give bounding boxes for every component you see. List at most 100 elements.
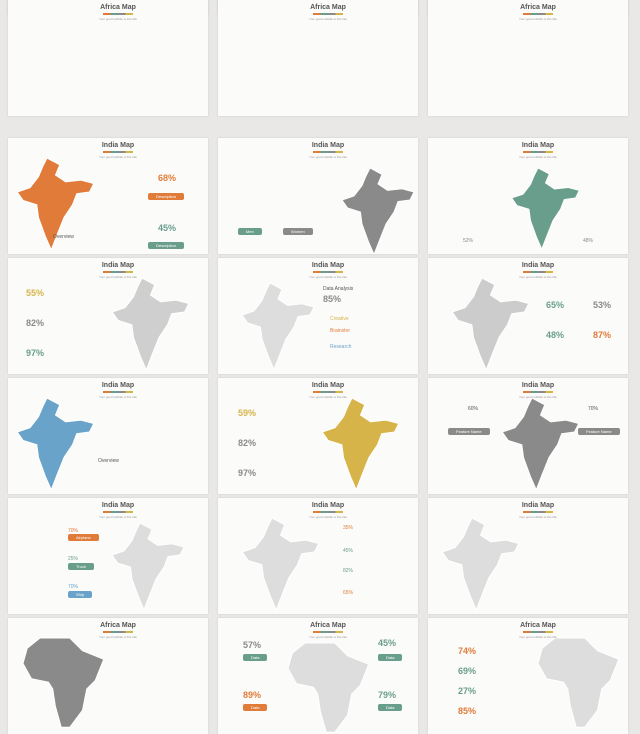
slide-label: Data	[243, 654, 268, 661]
slide: Africa Map Your good subtitle is this tit…	[428, 0, 628, 116]
map-shape	[537, 637, 620, 728]
title-bar	[523, 391, 553, 393]
map-shape	[441, 517, 520, 612]
title-bar	[103, 271, 133, 273]
slide-title: India Map	[101, 502, 135, 509]
slide-label: 25%	[68, 556, 79, 562]
slide-label: 48%	[546, 330, 565, 340]
slide-subtitle: Your good subtitle is this title	[309, 275, 347, 279]
title-bar	[103, 151, 133, 153]
slide-title: India Map	[311, 262, 345, 269]
slide-title: India Map	[521, 142, 555, 149]
title-bar	[523, 13, 553, 15]
page: India Map Your good subtitle is this titl…	[8, 0, 628, 734]
slide-subtitle: Your good subtitle is this title	[519, 515, 557, 519]
slide-label: Data	[243, 704, 268, 711]
slide: India Map Your good subtitle is this titl…	[428, 258, 628, 374]
map	[111, 277, 190, 372]
slide-label: 59%	[238, 408, 257, 418]
map-shape	[451, 277, 530, 372]
slide-title: Africa Map	[310, 4, 346, 11]
slide-label: 27%	[458, 686, 477, 696]
slide-label: 48%	[583, 238, 594, 244]
slide-label: Ship	[68, 591, 93, 598]
slide-label: Overview	[98, 458, 119, 464]
slide: Africa Map Your good subtitle is this tit…	[218, 0, 418, 116]
map	[321, 397, 400, 492]
slide-title: India Map	[521, 382, 555, 389]
slide-label: 70%	[68, 584, 79, 590]
title-bar	[103, 631, 133, 633]
slide-title: India Map	[521, 502, 555, 509]
slide-label: 97%	[238, 468, 257, 478]
slide-label: 65%	[343, 590, 354, 596]
map	[501, 397, 580, 492]
slide-title: India Map	[521, 262, 555, 269]
slide-subtitle: Your good subtitle is this title	[309, 515, 347, 519]
slide: India Map Your good subtitle is this titl…	[428, 138, 628, 254]
slide-label: 74%	[458, 646, 477, 656]
slide: India Map Your good subtitle is this titl…	[218, 258, 418, 374]
map-shape	[111, 277, 190, 372]
slide: India Map Your good subtitle is this titl…	[8, 498, 208, 614]
title-bar	[313, 511, 343, 513]
slide-title: Africa Map	[100, 622, 136, 629]
slide-label: Description	[148, 193, 185, 200]
map	[241, 282, 315, 371]
slide-label: 82%	[26, 318, 45, 328]
slide-label: 55%	[26, 288, 45, 298]
slide-label: 85%	[323, 294, 342, 304]
title-bar	[313, 271, 343, 273]
slide-label: Overview	[53, 234, 74, 240]
slide-subtitle: Your good subtitle is this title	[519, 275, 557, 279]
slide-label: 52%	[463, 238, 474, 244]
slide-label: 69%	[458, 666, 477, 676]
slide: India Map Your good subtitle is this titl…	[218, 378, 418, 494]
slide-title: Africa Map	[520, 622, 556, 629]
slide-label: Data	[378, 704, 403, 711]
slide-subtitle: Your good subtitle is this title	[99, 275, 137, 279]
slide-subtitle: Your good subtitle is this title	[519, 17, 557, 21]
slide-label: 82%	[343, 568, 354, 574]
slide: Africa Map Your good subtitle is this tit…	[428, 618, 628, 734]
map-shape	[111, 522, 185, 611]
title-bar	[523, 631, 553, 633]
slide-label: Brainstor	[330, 328, 351, 334]
map	[511, 167, 580, 251]
title-bar	[313, 151, 343, 153]
map-shape	[287, 642, 370, 733]
map	[451, 277, 530, 372]
map-shape	[241, 282, 315, 371]
slide: India Map Your good subtitle is this titl…	[8, 138, 208, 254]
slide-title: Africa Map	[310, 622, 346, 629]
title-bar	[523, 271, 553, 273]
map	[111, 522, 185, 611]
slide: India Map Your good subtitle is this titl…	[218, 498, 418, 614]
slide-subtitle: Your good subtitle is this title	[99, 155, 137, 159]
slide-label: Feature Name	[578, 428, 620, 435]
map	[441, 517, 520, 612]
slide: India Map Your good subtitle is this titl…	[428, 498, 628, 614]
slide-label: 60%	[468, 406, 479, 412]
slide: India Map Your good subtitle is this titl…	[8, 258, 208, 374]
slide-label: Airplane	[68, 534, 99, 541]
slide-subtitle: Your good subtitle is this title	[99, 515, 137, 519]
slide-label: 87%	[593, 330, 612, 340]
slide-label: Description	[148, 242, 185, 249]
title-bar	[313, 391, 343, 393]
title-bar	[523, 511, 553, 513]
slide-label: 45%	[343, 548, 354, 554]
slide-label: 85%	[458, 706, 477, 716]
slide-subtitle: Your good subtitle is this title	[309, 635, 347, 639]
slide-label: 82%	[238, 438, 257, 448]
slide: India Map Your good subtitle is this titl…	[428, 378, 628, 494]
slide-label: 65%	[546, 300, 565, 310]
slide-title: India Map	[101, 262, 135, 269]
slide: Africa Map Your good subtitle is this tit…	[8, 0, 208, 116]
map-shape	[321, 397, 400, 492]
slide-title: India Map	[311, 142, 345, 149]
slide-label: Men	[238, 228, 262, 235]
slide-subtitle: Your good subtitle is this title	[309, 17, 347, 21]
slide-title: Africa Map	[520, 4, 556, 11]
slide-label: Creative	[330, 316, 349, 322]
